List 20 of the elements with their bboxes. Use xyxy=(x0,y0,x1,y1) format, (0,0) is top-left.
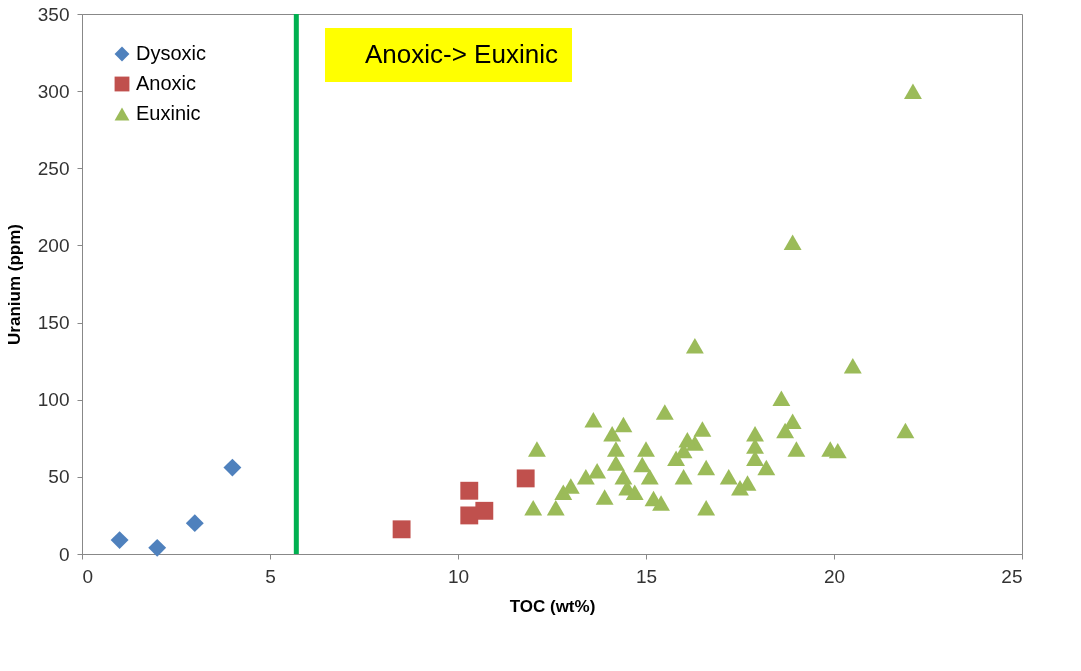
x-tick-label: 25 xyxy=(1001,565,1023,587)
legend-label: Dysoxic xyxy=(136,42,207,64)
annotation: Anoxic-> Euxinic xyxy=(365,39,558,69)
y-tick-label: 300 xyxy=(37,80,70,102)
y-tick-label: 150 xyxy=(37,312,70,334)
y-tick-label: 250 xyxy=(37,157,70,179)
y-tick-label: 200 xyxy=(37,234,70,256)
legend-label: Euxinic xyxy=(136,102,201,124)
y-tick-label: 100 xyxy=(37,389,70,411)
legend-label: Anoxic xyxy=(136,72,197,94)
y-tick-label: 350 xyxy=(37,3,70,25)
x-tick-label: 15 xyxy=(635,565,658,587)
y-axis-title: Uranium (ppm) xyxy=(4,224,24,345)
y-tick-label: 50 xyxy=(48,466,70,488)
x-axis-title: TOC (wt%) xyxy=(509,596,596,616)
x-tick-label: 0 xyxy=(82,565,94,587)
x-tick-label: 20 xyxy=(823,565,846,587)
y-tick-label: 0 xyxy=(58,543,70,565)
x-tick-label: 10 xyxy=(447,565,470,587)
x-tick-label: 5 xyxy=(265,565,276,587)
